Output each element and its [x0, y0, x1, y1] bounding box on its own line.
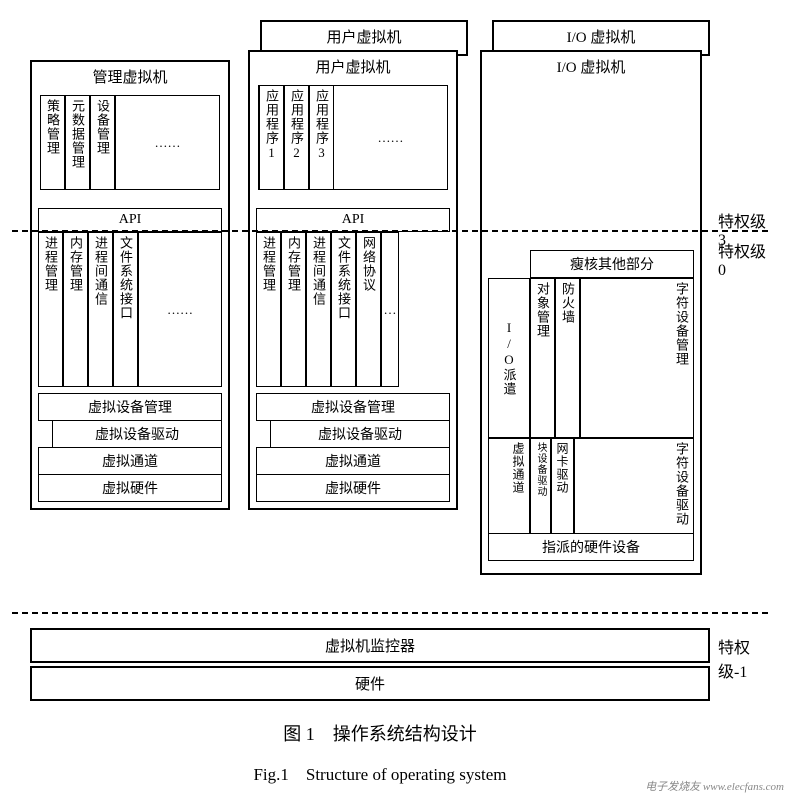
user-kernel-dots: … — [381, 232, 399, 387]
user-vm-box: 用户虚拟机 应用程序1 应用程序2 应用程序3 …… API 进程管理 内存管理… — [248, 50, 458, 510]
mgmt-kernel-item: 文件系统接口 — [113, 232, 138, 387]
user-top-dots: …… — [334, 86, 447, 189]
user-kernel-item: 文件系统接口 — [331, 232, 356, 387]
user-vm-title: 用户虚拟机 — [250, 52, 456, 81]
mgmt-bar: 虚拟硬件 — [38, 474, 222, 502]
user-kernel-item: 网络协议 — [356, 232, 381, 387]
vmmonitor-text: 虚拟机监控器 — [325, 639, 415, 655]
io-char-drv: 字符设备驱动 — [574, 438, 694, 534]
user-bar: 虚拟设备驱动 — [270, 420, 450, 448]
user-bar: 虚拟设备管理 — [256, 393, 450, 421]
user-kernel-item: 内存管理 — [281, 232, 306, 387]
mgmt-top-item: 策略管理 — [40, 95, 65, 190]
priv0-label: 特权级0 — [718, 238, 770, 280]
mgmt-bar: 虚拟设备管理 — [38, 393, 222, 421]
io-kernel-item: 防火墙 — [555, 278, 580, 438]
hardware-bar: 硬件 — [30, 666, 710, 701]
mgmt-top-item: 元数据管理 — [65, 95, 90, 190]
watermark: 电子发烧友 www.elecfans.com — [645, 778, 784, 794]
io-driver: 块设备驱动 — [530, 438, 551, 534]
dash-priv0 — [12, 612, 768, 614]
user-bar: 虚拟通道 — [256, 447, 450, 475]
caption-zh: 图 1 操作系统结构设计 — [30, 720, 730, 746]
io-vm-box: I/O 虚拟机 瘦核其他部分 I/O派遣 对象管理 防火墙 字符设备管理 — [480, 50, 702, 575]
mgmt-bar: 虚拟通道 — [38, 447, 222, 475]
mgmt-top-item: 设备管理 — [90, 95, 115, 190]
io-kernel-item: 对象管理 — [530, 278, 555, 438]
user-api: API — [256, 208, 450, 232]
dash-priv3 — [12, 230, 768, 232]
user-kernel-item: 进程间通信 — [306, 232, 331, 387]
io-dispatch: I/O派遣 — [500, 320, 519, 396]
user-bar: 虚拟硬件 — [256, 474, 450, 502]
io-driver: 网卡驱动 — [551, 438, 574, 534]
caption-en: Fig.1 Structure of operating system — [30, 760, 730, 785]
mgmt-bar: 虚拟设备驱动 — [52, 420, 222, 448]
mgmt-kernel-item: 进程间通信 — [88, 232, 113, 387]
mgmt-kernel-item: 进程管理 — [38, 232, 63, 387]
user-top-item: 应用程序1 — [259, 86, 284, 189]
io-kernel-item: 字符设备管理 — [580, 278, 694, 438]
hardware-text: 硬件 — [355, 677, 385, 693]
user-top-item: 应用程序2 — [284, 86, 309, 189]
mgmt-vm-title: 管理虚拟机 — [32, 62, 228, 91]
vmmonitor-bar: 虚拟机监控器 — [30, 628, 710, 663]
privN1-label: 特权级-1 — [718, 634, 770, 682]
io-hw: 指派的硬件设备 — [488, 533, 694, 561]
io-vchan: 虚拟通道 — [488, 438, 530, 534]
mgmt-api: API — [38, 208, 222, 232]
mgmt-top-dots: …… — [115, 95, 220, 190]
user-vm-title-back: 用户虚拟机 — [262, 22, 466, 51]
user-kernel-item: 进程管理 — [256, 232, 281, 387]
user-top-item: 应用程序3 — [309, 86, 334, 189]
io-vm-title-back: I/O 虚拟机 — [494, 22, 708, 51]
mgmt-vm-box: 管理虚拟机 策略管理 元数据管理 设备管理 …… API 进程管理 内存管理 进… — [30, 60, 230, 510]
io-thincore: 瘦核其他部分 — [530, 250, 694, 278]
mgmt-kernel-item: 内存管理 — [63, 232, 88, 387]
mgmt-kernel-dots: …… — [138, 232, 222, 387]
io-vm-title: I/O 虚拟机 — [482, 52, 700, 81]
